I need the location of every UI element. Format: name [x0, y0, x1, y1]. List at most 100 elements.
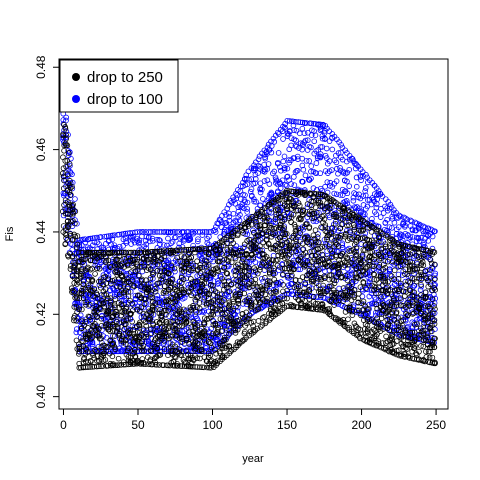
data-point — [147, 315, 153, 322]
data-point — [362, 188, 368, 194]
data-point — [341, 205, 348, 212]
data-point — [408, 218, 415, 225]
data-point — [330, 287, 337, 293]
data-point — [252, 180, 258, 186]
data-point — [113, 257, 120, 263]
data-point — [141, 301, 148, 308]
data-point — [273, 207, 279, 213]
data-point — [346, 166, 352, 173]
data-point — [411, 282, 417, 289]
data-point — [221, 337, 227, 343]
data-point — [161, 229, 167, 235]
data-point — [228, 224, 235, 230]
data-point — [281, 225, 288, 232]
data-point — [268, 200, 275, 206]
data-point — [73, 244, 80, 251]
data-point — [154, 345, 160, 351]
data-point — [322, 243, 328, 250]
data-point — [109, 353, 116, 360]
data-point — [66, 161, 73, 167]
data-point — [333, 241, 340, 248]
data-point — [271, 199, 277, 206]
data-point — [257, 324, 264, 330]
data-point — [236, 217, 243, 224]
data-point — [253, 218, 259, 225]
data-point — [354, 162, 360, 169]
data-point — [260, 196, 266, 202]
data-point — [290, 202, 297, 209]
data-point — [239, 274, 246, 281]
data-point — [87, 235, 94, 242]
data-point — [301, 234, 308, 241]
data-point — [268, 225, 274, 231]
data-point — [321, 130, 328, 136]
data-point — [308, 132, 315, 138]
data-point — [372, 285, 379, 291]
data-point — [290, 211, 297, 218]
data-point — [192, 279, 198, 285]
data-point — [329, 146, 336, 153]
data-point — [183, 314, 190, 321]
data-point — [194, 304, 200, 311]
data-point — [313, 160, 320, 166]
data-point — [93, 326, 100, 333]
data-point — [122, 337, 129, 344]
data-point — [196, 265, 203, 271]
data-point — [183, 315, 189, 322]
data-point — [132, 292, 139, 299]
data-point — [92, 321, 98, 327]
data-point — [363, 171, 369, 178]
data-point — [278, 221, 284, 228]
data-point — [143, 241, 150, 248]
data-point — [194, 322, 201, 329]
data-point — [291, 221, 298, 228]
data-point — [351, 224, 358, 231]
data-point — [131, 349, 138, 356]
data-point — [373, 211, 380, 218]
data-point — [279, 306, 286, 313]
data-point — [102, 286, 109, 292]
data-point — [121, 326, 128, 332]
data-point — [150, 271, 156, 278]
data-point — [72, 196, 78, 202]
data-point — [345, 207, 351, 214]
data-point — [63, 235, 69, 241]
data-point — [342, 262, 348, 269]
data-point — [73, 329, 80, 336]
data-point — [244, 320, 250, 327]
data-point — [72, 295, 78, 301]
data-point — [165, 279, 171, 286]
data-point — [284, 165, 291, 172]
data-point — [110, 322, 116, 328]
data-point — [233, 277, 240, 284]
data-point — [350, 246, 357, 253]
data-point — [312, 227, 319, 233]
data-point — [223, 327, 230, 333]
data-point — [224, 310, 230, 316]
data-point — [395, 271, 402, 278]
data-point — [291, 155, 298, 161]
data-point — [235, 300, 242, 307]
data-point — [293, 236, 299, 242]
data-point — [315, 258, 322, 265]
data-point — [366, 196, 373, 203]
data-point — [176, 335, 183, 341]
data-point — [285, 260, 292, 266]
data-point — [214, 329, 221, 336]
data-point — [315, 200, 322, 206]
data-point — [244, 199, 251, 206]
data-point — [161, 338, 167, 344]
data-point — [328, 272, 335, 278]
data-point — [198, 347, 205, 353]
data-point — [297, 230, 304, 236]
data-point — [226, 214, 232, 220]
data-point — [169, 265, 176, 272]
data-point — [170, 359, 177, 365]
data-point — [346, 324, 352, 331]
data-point — [254, 283, 261, 290]
data-point — [246, 268, 253, 275]
data-point — [375, 234, 382, 241]
data-point — [420, 323, 427, 330]
data-point — [131, 249, 138, 256]
data-point — [357, 224, 363, 230]
